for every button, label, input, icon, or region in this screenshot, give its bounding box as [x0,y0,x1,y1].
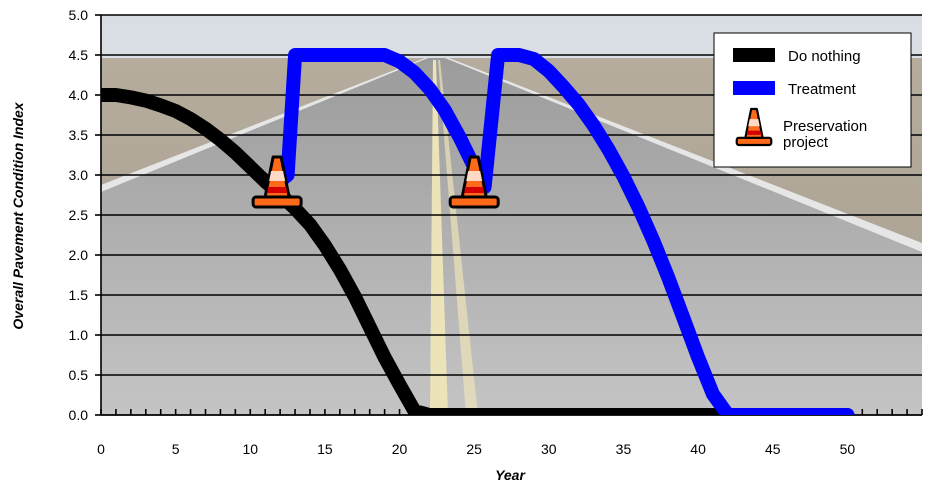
x-tick-label-8: 40 [690,441,706,457]
cone-stripe-0 [269,171,286,181]
legend-label-preservation: Preservation project [783,118,867,151]
y-tick-label-1: 0.5 [69,367,89,383]
x-tick-label-5: 25 [466,441,482,457]
legend-cone-icon [735,107,773,147]
x-tick-label-7: 35 [616,441,632,457]
y-tick-label-0: 0.0 [69,407,89,423]
legend-label-preservation-line1: Preservation [783,118,867,135]
y-tick-label-9: 4.5 [69,47,89,63]
x-tick-label-3: 15 [317,441,333,457]
series-lines [101,48,855,415]
series-line-treatment [265,48,855,415]
y-tick-label-10: 5.0 [69,7,89,23]
y-tick-label-2: 1.0 [69,327,89,343]
x-tick-labels: 0 5 10 15 20 25 30 35 40 45 50 [97,441,855,457]
cone-marker-0 [251,155,303,209]
y-tick-label-5: 2.5 [69,207,89,223]
y-tick-label-6: 3.0 [69,167,89,183]
y-tick-label-4: 2.0 [69,247,89,263]
x-tick-label-1: 5 [172,441,180,457]
cone-marker-1 [448,155,500,209]
preservation-markers [251,155,500,209]
y-tick-label-8: 4.0 [69,87,89,103]
y-tick-label-7: 3.5 [69,127,89,143]
x-tick-label-6: 30 [541,441,557,457]
series-line-do-nothing [101,88,855,415]
cone-band-0 [267,187,288,193]
legend: Do nothing Treatment Preservation project [713,32,912,168]
x-tick-label-4: 20 [392,441,408,457]
legend-label-do-nothing: Do nothing [788,48,861,65]
x-tick-label-2: 10 [242,441,258,457]
y-tick-labels: 0.0 0.5 1.0 1.5 2.0 2.5 3.0 3.5 4.0 4.5 5.0 [69,7,89,423]
x-tick-label-9: 45 [765,441,781,457]
cone-band-1 [464,187,485,193]
x-tick-label-0: 0 [97,441,105,457]
x-axis-label: Year [495,467,526,483]
y-axis-label: Overall Pavement Condition Index [10,101,26,329]
y-tick-label-3: 1.5 [69,287,89,303]
legend-label-preservation-line2: project [783,134,829,151]
x-tick-label-10: 50 [840,441,856,457]
legend-label-treatment: Treatment [788,81,857,98]
cone-stripe-1 [466,171,483,181]
